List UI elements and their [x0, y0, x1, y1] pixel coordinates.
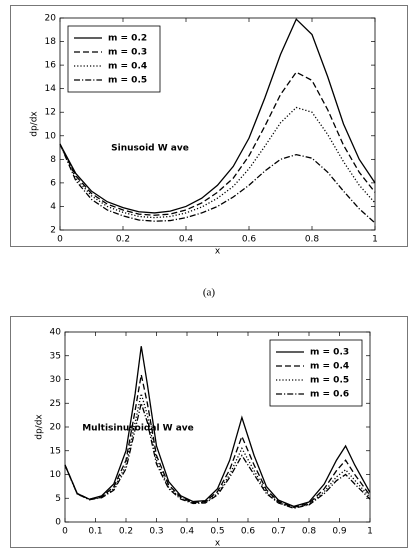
- y-tick-label: 14: [45, 84, 57, 94]
- y-tick-label: 20: [50, 423, 62, 433]
- legend-label: m = 0.4: [310, 362, 349, 372]
- y-tick-label: 0: [55, 518, 61, 528]
- caption: (a): [203, 287, 216, 299]
- x-tick-label: 0.7: [271, 527, 285, 537]
- y-tick-label: 25: [50, 399, 61, 409]
- y-tick-label: 35: [50, 351, 61, 361]
- x-tick-label: 0.6: [241, 527, 256, 537]
- data-line: [64, 346, 371, 508]
- y-tick-label: 10: [50, 470, 62, 480]
- legend-label: m = 0.6: [310, 390, 349, 400]
- x-tick-label: 0.8: [302, 527, 317, 537]
- figure-frame: [10, 316, 408, 548]
- legend-label: m = 0.3: [310, 348, 349, 358]
- legend: [269, 339, 363, 407]
- y-tick-label: 12: [45, 108, 56, 118]
- x-tick-label: 0.2: [119, 527, 133, 537]
- x-tick-label: 0.4: [180, 527, 195, 537]
- y-tick-label: 20: [45, 14, 57, 24]
- data-line: [59, 143, 376, 224]
- x-tick-label: 0: [62, 527, 68, 537]
- legend: [67, 25, 161, 93]
- x-tick-label: 0.8: [305, 235, 320, 245]
- y-tick-label: 15: [50, 446, 61, 456]
- y-tick-label: 6: [50, 178, 56, 188]
- y-tick-label: 4: [50, 202, 56, 212]
- y-tick-label: 8: [50, 155, 56, 165]
- x-tick-label: 0.1: [88, 527, 102, 537]
- data-line: [59, 18, 376, 214]
- y-tick-label: 10: [45, 131, 57, 141]
- plot-area: [59, 17, 376, 231]
- x-tick-label: 1: [367, 527, 373, 537]
- y-tick-label: 18: [45, 37, 57, 47]
- figure-frame: [10, 5, 408, 247]
- x-tick-label: 0.5: [210, 527, 224, 537]
- x-tick-label: 0.2: [116, 235, 130, 245]
- y-tick-label: 16: [45, 61, 57, 71]
- x-axis-label: x: [215, 247, 221, 257]
- x-tick-label: 0.4: [179, 235, 194, 245]
- y-axis-label: dp/dx: [35, 414, 45, 440]
- y-tick-label: 2: [50, 226, 56, 236]
- y-tick-label: 5: [55, 494, 61, 504]
- x-tick-label: 0: [57, 235, 63, 245]
- data-line: [59, 106, 376, 219]
- y-axis-label: dp/dx: [30, 111, 40, 137]
- x-tick-label: 0.6: [242, 235, 257, 245]
- legend-label: m = 0.5: [310, 376, 349, 386]
- legend-label: m = 0.3: [108, 48, 147, 58]
- data-line: [59, 71, 376, 216]
- legend-label: m = 0.4: [108, 62, 147, 72]
- data-line: [64, 374, 371, 508]
- legend-label: m = 0.5: [108, 76, 147, 86]
- x-tick-label: 0.9: [332, 527, 347, 537]
- legend-label: m = 0.2: [108, 34, 147, 44]
- data-line: [64, 400, 371, 509]
- x-tick-label: 1: [372, 235, 378, 245]
- x-tick-label: 0.3: [149, 527, 163, 537]
- y-tick-label: 40: [50, 328, 62, 338]
- annotation: Multisinusoidal W ave: [82, 424, 194, 434]
- annotation: Sinusoid W ave: [111, 144, 189, 154]
- x-axis-label: x: [215, 539, 221, 549]
- y-tick-label: 30: [50, 375, 62, 385]
